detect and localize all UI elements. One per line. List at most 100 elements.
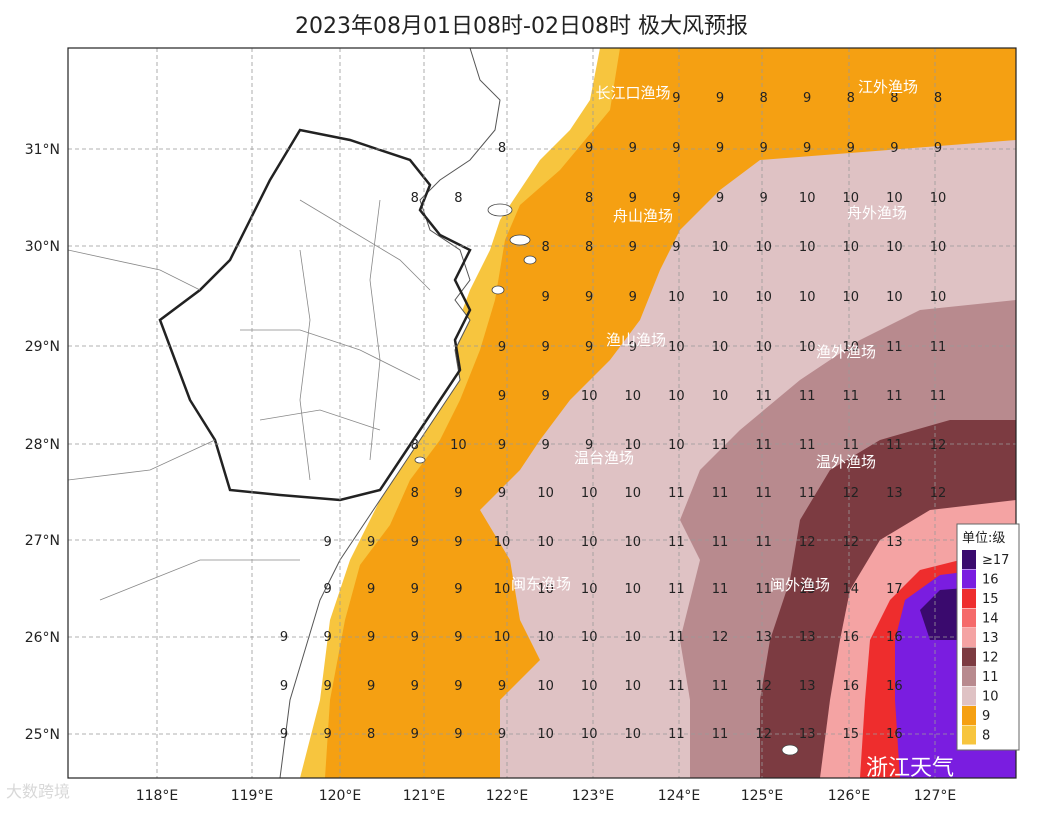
map-border — [67, 47, 1017, 779]
wind-level-value: 9 — [454, 582, 462, 597]
wind-level-value: 10 — [712, 340, 729, 355]
wind-level-value: 10 — [843, 240, 860, 255]
wind-level-value: 11 — [712, 486, 729, 501]
wind-level-value: 10 — [799, 191, 816, 206]
wind-level-value: 15 — [843, 727, 860, 742]
wind-level-value: 10 — [581, 630, 598, 645]
map-title: 2023年08月01日08时-02日08时 极大风预报 — [295, 14, 748, 39]
wind-level-value: 9 — [890, 141, 898, 156]
wind-level-value: 10 — [537, 582, 554, 597]
wind-level-value: 10 — [625, 582, 642, 597]
wind-level-value: 9 — [672, 240, 680, 255]
legend-label: 13 — [982, 631, 999, 646]
wind-level-value: 8 — [585, 191, 593, 206]
wind-level-value: 11 — [668, 582, 685, 597]
wind-level-value: 8 — [498, 141, 506, 156]
legend-label: 12 — [982, 651, 999, 666]
wind-level-value: 11 — [886, 340, 903, 355]
legend-swatch — [962, 550, 976, 569]
wind-level-value: 9 — [759, 191, 767, 206]
legend-swatch — [962, 628, 976, 647]
wind-level-value: 16 — [886, 630, 903, 645]
legend-label: 11 — [982, 670, 999, 685]
wind-level-value: 13 — [886, 486, 903, 501]
wind-level-value: 10 — [843, 340, 860, 355]
wind-level-value: 11 — [886, 438, 903, 453]
wind-level-value: 16 — [886, 679, 903, 694]
wind-level-value: 13 — [799, 727, 816, 742]
wind-level-value: 12 — [755, 679, 772, 694]
legend-swatch — [962, 667, 976, 686]
wind-level-value: 13 — [755, 630, 772, 645]
longitude-label: 127°E — [914, 788, 957, 804]
wind-level-value: 9 — [672, 141, 680, 156]
wind-level-value: 9 — [498, 486, 506, 501]
latitude-label: 30°N — [25, 239, 60, 255]
wind-level-value: 13 — [799, 679, 816, 694]
wind-level-value: 10 — [494, 582, 511, 597]
legend-title: 单位:级 — [962, 531, 1005, 546]
legend-items: ≥17 16 15 14 13 12 11 10 9 8 — [962, 550, 1009, 745]
wind-level-value: 8 — [934, 91, 942, 106]
mainland-land — [68, 48, 501, 778]
wind-level-value: 9 — [454, 727, 462, 742]
wind-level-value: 10 — [843, 290, 860, 305]
wind-level-value: 8 — [847, 91, 855, 106]
wind-level-value: 11 — [799, 438, 816, 453]
wind-level-value: 9 — [323, 582, 331, 597]
wind-level-value: 9 — [323, 679, 331, 694]
wind-level-value: 10 — [537, 486, 554, 501]
wind-level-value: 11 — [668, 486, 685, 501]
wind-level-value: 11 — [712, 727, 729, 742]
legend-swatch — [962, 706, 976, 725]
fishery-zone-label: 温外渔场 — [816, 453, 876, 471]
longitude-label: 124°E — [658, 788, 701, 804]
wind-level-value: 9 — [585, 141, 593, 156]
wind-level-value: 9 — [454, 679, 462, 694]
latitude-label: 25°N — [25, 727, 60, 743]
longitude-label: 126°E — [828, 788, 871, 804]
wind-level-value: 10 — [625, 486, 642, 501]
longitude-label: 119°E — [231, 788, 274, 804]
watermark-right: 浙江天气 — [866, 756, 955, 781]
wind-level-value: 9 — [629, 141, 637, 156]
wind-level-value: 8 — [411, 191, 419, 206]
wind-level-value: 13 — [886, 535, 903, 550]
wind-level-value: 10 — [668, 340, 685, 355]
legend-label: 14 — [982, 612, 999, 627]
wind-level-value: 10 — [886, 290, 903, 305]
wind-level-value: 9 — [498, 389, 506, 404]
wind-level-value: 10 — [930, 290, 947, 305]
wind-level-value: 10 — [799, 240, 816, 255]
fishery-zone-label: 闽外渔场 — [770, 576, 830, 594]
wind-level-value: 10 — [581, 389, 598, 404]
fishery-zone-label: 温台渔场 — [574, 449, 634, 467]
legend-swatch — [962, 608, 976, 628]
wind-level-value: 11 — [843, 438, 860, 453]
wind-level-value: 9 — [629, 290, 637, 305]
wind-level-value: 9 — [672, 91, 680, 106]
islands — [414, 203, 799, 756]
wind-level-value: 11 — [930, 340, 947, 355]
fishery-zone-label: 长江口渔场 — [595, 84, 670, 102]
wind-level-value: 9 — [803, 141, 811, 156]
wind-level-value: 10 — [799, 340, 816, 355]
wind-level-value: 12 — [930, 486, 947, 501]
wind-level-value: 11 — [755, 438, 772, 453]
legend-label: 10 — [982, 690, 999, 705]
wind-level-value: 8 — [541, 240, 549, 255]
wind-level-value: 9 — [498, 679, 506, 694]
legend-label: 9 — [982, 709, 990, 724]
wind-level-value: 11 — [886, 389, 903, 404]
wind-level-value: 10 — [494, 630, 511, 645]
wind-level-value: 9 — [367, 535, 375, 550]
legend-label: 16 — [982, 573, 999, 588]
wind-level-value: 9 — [323, 535, 331, 550]
wind-level-value: 13 — [799, 582, 816, 597]
wind-level-value: 9 — [280, 679, 288, 694]
wind-level-value: 17 — [886, 582, 903, 597]
wind-level-value: 10 — [712, 290, 729, 305]
legend-swatch — [962, 569, 976, 589]
wind-level-value: 9 — [585, 340, 593, 355]
